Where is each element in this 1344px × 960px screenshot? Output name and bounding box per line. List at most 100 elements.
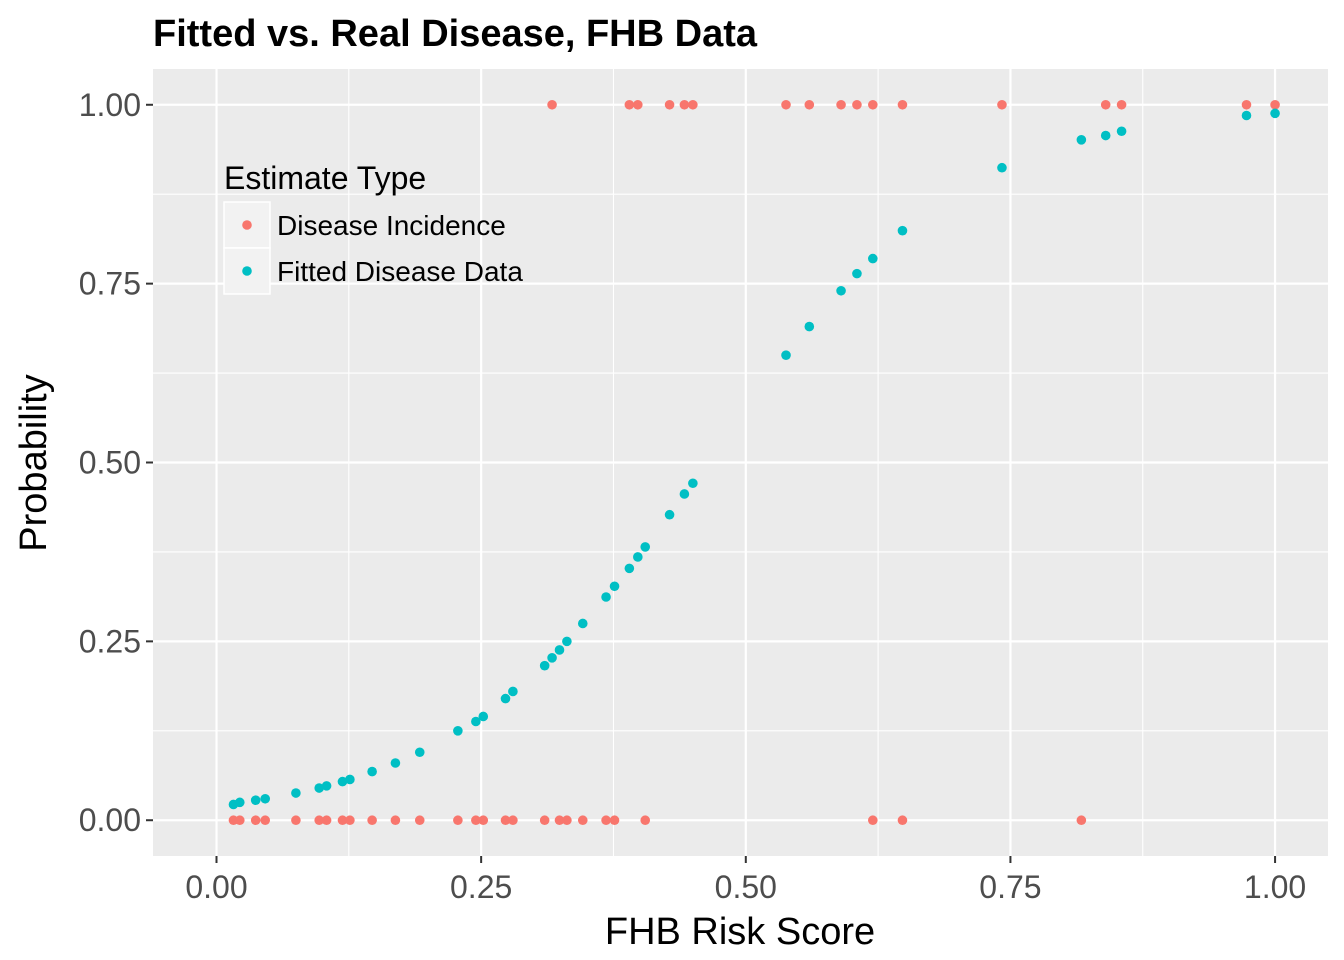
data-point xyxy=(609,581,620,592)
data-point xyxy=(367,815,377,826)
data-point xyxy=(1076,815,1087,826)
data-point xyxy=(868,99,878,110)
legend-key-symbol xyxy=(242,220,252,230)
data-point xyxy=(345,815,355,826)
data-point xyxy=(453,815,463,826)
data-point xyxy=(679,99,690,110)
data-point xyxy=(997,99,1007,110)
legend-title: Estimate Type xyxy=(224,160,426,196)
x-tick-label: 0.25 xyxy=(450,869,512,905)
chart-title: Fitted vs. Real Disease, FHB Data xyxy=(153,13,758,55)
data-point xyxy=(1100,130,1111,141)
data-point xyxy=(337,776,348,787)
y-tick-label: 0.25 xyxy=(79,623,141,659)
data-point xyxy=(804,321,815,332)
data-point xyxy=(1076,135,1087,145)
data-point xyxy=(897,225,908,236)
x-tick-label: 0.75 xyxy=(979,869,1041,905)
x-tick-label: 0.50 xyxy=(715,869,777,905)
data-point xyxy=(321,815,332,826)
data-point xyxy=(390,815,401,826)
data-point xyxy=(601,592,611,602)
data-point xyxy=(1100,99,1111,110)
x-axis-title: FHB Risk Score xyxy=(605,911,875,953)
data-point xyxy=(897,99,908,110)
data-point xyxy=(640,815,651,826)
major-gridlines xyxy=(153,69,1328,856)
data-point xyxy=(508,815,518,826)
data-point xyxy=(624,563,635,574)
data-point xyxy=(688,478,698,489)
legend-items: Disease Incidence Fitted Disease Data xyxy=(223,201,523,295)
data-point xyxy=(577,618,588,629)
data-point xyxy=(1241,99,1252,110)
y-tick-label: 0.00 xyxy=(79,802,141,838)
data-point xyxy=(1241,110,1252,121)
data-point xyxy=(609,815,620,826)
data-point xyxy=(562,636,572,647)
data-point xyxy=(414,747,425,758)
data-point xyxy=(547,653,557,663)
data-point xyxy=(577,815,588,826)
data-point xyxy=(688,99,698,110)
data-point xyxy=(260,815,271,826)
series-points xyxy=(228,99,1280,826)
x-tick-label: 1.00 xyxy=(1244,869,1306,905)
data-point xyxy=(235,815,245,826)
data-point xyxy=(539,660,550,671)
y-axis: 0.00 0.25 0.50 0.75 1.00 xyxy=(79,87,153,838)
data-point xyxy=(367,766,377,777)
y-tick-label: 0.50 xyxy=(79,445,141,481)
data-points xyxy=(228,99,1280,826)
data-point xyxy=(852,268,862,279)
data-point xyxy=(500,815,511,826)
series-points xyxy=(228,108,1280,810)
data-point xyxy=(836,285,846,296)
data-point xyxy=(624,99,635,110)
data-point xyxy=(554,645,565,655)
data-point xyxy=(321,781,332,791)
data-point xyxy=(897,815,908,826)
data-point xyxy=(478,711,489,722)
y-axis-title: Probability xyxy=(13,374,55,551)
x-axis: 0.00 0.25 0.50 0.75 1.00 xyxy=(185,856,1306,905)
data-point xyxy=(314,815,324,826)
data-point xyxy=(633,552,643,562)
data-point xyxy=(453,725,463,736)
data-point xyxy=(997,162,1007,173)
data-point xyxy=(337,815,348,826)
data-point xyxy=(601,815,611,826)
data-point xyxy=(633,99,643,110)
data-point xyxy=(345,774,355,785)
data-point xyxy=(471,716,481,727)
data-point xyxy=(390,758,401,768)
data-point xyxy=(562,815,572,826)
data-point xyxy=(547,99,557,110)
data-point xyxy=(1270,108,1280,119)
data-point xyxy=(554,815,565,826)
data-point xyxy=(260,793,271,804)
data-point xyxy=(478,815,489,826)
data-point xyxy=(1116,126,1127,137)
y-tick-label: 0.75 xyxy=(79,266,141,302)
data-point xyxy=(679,489,690,499)
data-point xyxy=(781,350,791,360)
data-point xyxy=(781,99,791,110)
data-point xyxy=(1270,99,1280,110)
legend-label: Fitted Disease Data xyxy=(277,256,523,287)
data-point xyxy=(836,99,846,110)
data-point xyxy=(250,815,261,826)
data-point xyxy=(868,253,878,264)
data-point xyxy=(539,815,550,826)
data-point xyxy=(414,815,425,826)
data-point xyxy=(852,99,862,110)
legend-label: Disease Incidence xyxy=(277,210,506,241)
data-point xyxy=(640,542,651,552)
legend-key-symbol xyxy=(242,266,252,276)
data-point xyxy=(500,693,511,704)
data-point xyxy=(804,99,815,110)
data-point xyxy=(250,795,261,805)
data-point xyxy=(235,797,245,808)
